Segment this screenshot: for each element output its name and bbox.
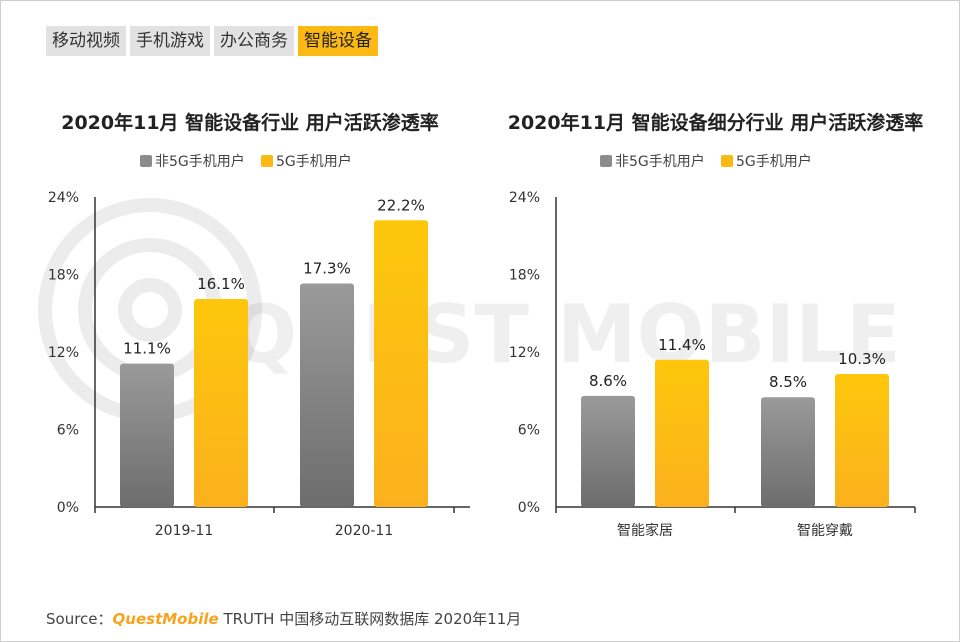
x-tick-label: 2019-11 (155, 523, 214, 539)
source-brand: QuestMobile (112, 610, 219, 628)
y-tick-label: 0% (518, 500, 540, 516)
category-tabs: 移动视频 手机游戏 办公商务 智能设备 (46, 26, 378, 56)
x-tick-label: 智能穿戴 (797, 523, 853, 539)
chart-2-title: 2020年11月 智能设备细分行业 用户活跃渗透率 (507, 112, 924, 134)
y-tick-label: 12% (48, 345, 79, 361)
bar-5g (655, 359, 709, 507)
bar-5g (194, 299, 248, 507)
data-label: 8.6% (589, 372, 627, 390)
bar-non5g (581, 395, 635, 507)
bar-non5g (120, 363, 174, 507)
tab-mobile-video[interactable]: 移动视频 (46, 26, 126, 56)
legend-label-non5g: 非5G手机用户 (155, 153, 245, 170)
x-tick-label: 2020-11 (335, 523, 394, 539)
y-tick-label: 6% (57, 423, 79, 439)
y-tick-label: 6% (518, 423, 540, 439)
legend-swatch-5g (721, 155, 733, 167)
x-tick-label: 智能家居 (617, 522, 673, 539)
tab-mobile-games[interactable]: 手机游戏 (130, 26, 210, 56)
chart-1-title: 2020年11月 智能设备行业 用户活跃渗透率 (61, 112, 439, 134)
bar-5g (374, 220, 428, 507)
y-tick-label: 24% (48, 190, 79, 206)
bar-5g (835, 373, 889, 507)
data-label: 10.3% (838, 350, 886, 368)
y-tick-label: 18% (509, 268, 540, 284)
data-label: 16.1% (197, 275, 245, 293)
tab-smart-devices[interactable]: 智能设备 (298, 26, 378, 56)
source-prefix: Source： (46, 610, 113, 628)
y-tick-label: 0% (57, 500, 79, 516)
source-footer: Source：QuestMobile TRUTH 中国移动互联网数据库 2020… (46, 608, 521, 629)
legend-swatch-non5g (140, 155, 152, 167)
legend-label-non5g: 非5G手机用户 (615, 153, 705, 170)
legend-swatch-5g (261, 155, 273, 167)
y-tick-label: 12% (509, 345, 540, 361)
bar-non5g (761, 397, 815, 507)
legend-label-5g: 5G手机用户 (276, 153, 352, 170)
legend-swatch-non5g (600, 155, 612, 167)
data-label: 22.2% (377, 196, 425, 214)
bar-non5g (300, 283, 354, 507)
data-label: 11.1% (123, 340, 171, 358)
tab-office-business[interactable]: 办公商务 (214, 26, 294, 56)
data-label: 17.3% (303, 260, 351, 278)
source-rest: TRUTH 中国移动互联网数据库 2020年11月 (218, 610, 522, 628)
data-label: 8.5% (769, 373, 807, 391)
legend-label-5g: 5G手机用户 (736, 153, 812, 170)
y-tick-label: 18% (48, 268, 79, 284)
y-tick-label: 24% (509, 190, 540, 206)
data-label: 11.4% (658, 336, 706, 354)
